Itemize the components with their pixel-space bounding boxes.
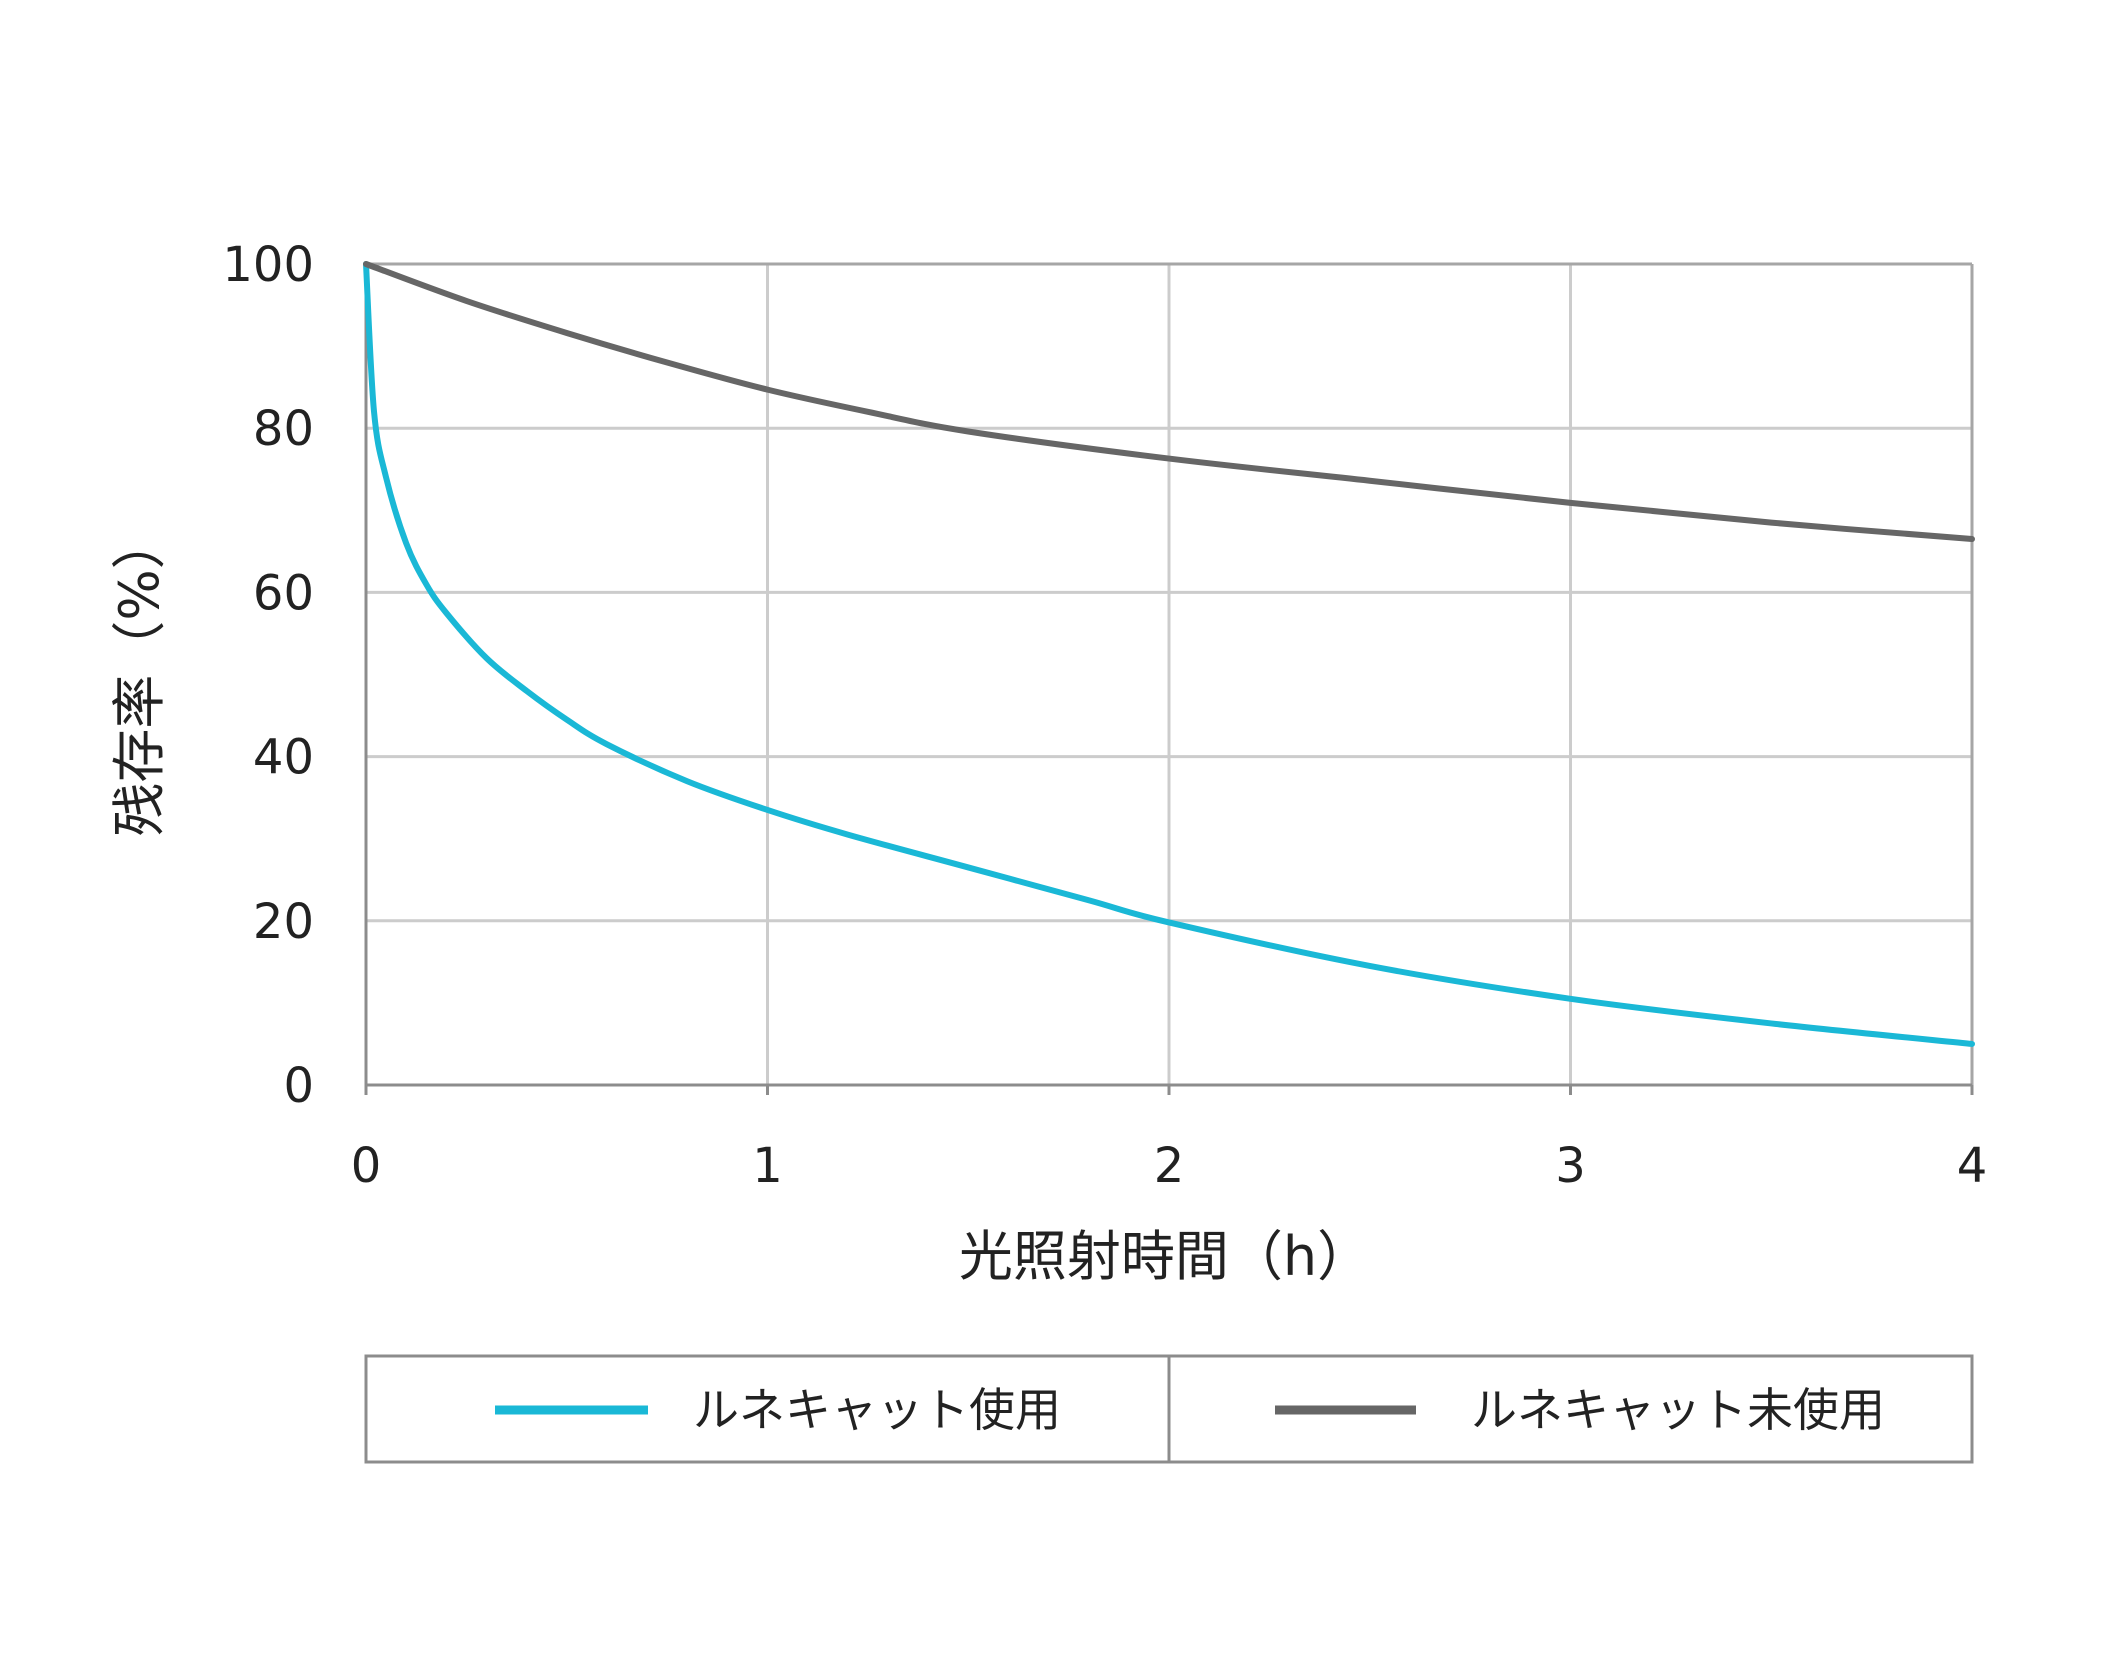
legend-label-series-2: ルネキャット未使用 (1471, 1383, 1885, 1437)
y-axis-title: 残存率（%） (108, 515, 171, 836)
y-tick-label: 40 (253, 730, 314, 786)
y-tick-label: 80 (253, 401, 314, 457)
legend-label-series-1: ルネキャット使用 (693, 1383, 1061, 1437)
plot-frame (364, 262, 1974, 1095)
x-tick-label: 3 (1555, 1138, 1586, 1194)
y-tick-label: 60 (253, 565, 314, 621)
y-tick-label: 0 (283, 1058, 314, 1114)
x-tick-label: 2 (1154, 1138, 1185, 1194)
x-tick-label: 4 (1957, 1138, 1988, 1194)
series-lines (363, 261, 1975, 1047)
series-line-2 (363, 261, 1975, 543)
y-tick-labels: 0 20 40 60 80 100 (222, 237, 314, 1114)
x-tick-label: 1 (752, 1138, 783, 1194)
legend: ルネキャット使用 ルネキャット未使用 (364, 1354, 1974, 1464)
x-tick-labels: 0 1 2 3 4 (351, 1138, 1988, 1194)
y-tick-label: 20 (253, 894, 314, 950)
x-tick-label: 0 (351, 1138, 382, 1194)
y-tick-label: 100 (222, 237, 314, 293)
series-line-1 (363, 261, 1975, 1047)
grid-lines (366, 262, 1974, 1085)
x-axis-title: 光照射時間（h） (959, 1225, 1371, 1288)
